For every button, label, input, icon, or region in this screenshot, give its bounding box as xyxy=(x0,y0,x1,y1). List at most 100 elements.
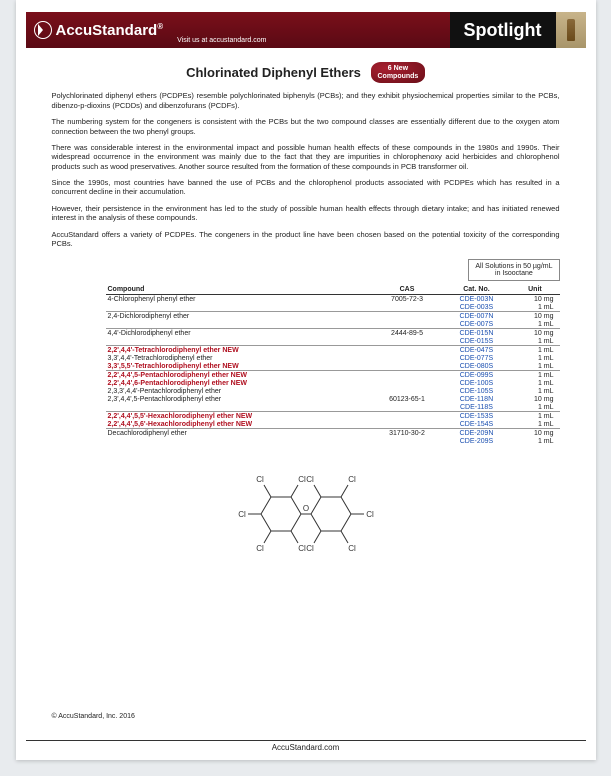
paragraph: Polychlorinated diphenyl ethers (PCDPEs)… xyxy=(52,91,560,110)
col-cas: CAS xyxy=(371,285,442,295)
table-row: 2,2',4,4',5-Pentachlorodiphenyl ether NE… xyxy=(106,371,560,380)
catalog-link[interactable]: CDE-154S xyxy=(460,421,493,428)
badge-line2: Compounds xyxy=(375,73,421,81)
svg-text:Cl: Cl xyxy=(256,475,264,484)
cell-unit: 1 mL xyxy=(510,420,559,429)
table-row: CDE-118S 1 mL xyxy=(106,403,560,412)
cell-cas: 60123-65-1 xyxy=(371,395,442,403)
svg-text:Cl: Cl xyxy=(306,544,314,553)
cell-compound: 2,2',4,4',5,6'-Hexachlorodiphenyl ether … xyxy=(106,420,372,429)
cell-cas xyxy=(371,303,442,312)
cell-unit: 1 mL xyxy=(510,362,559,371)
col-cat: Cat. No. xyxy=(443,285,511,295)
cell-cat: CDE-209S xyxy=(443,437,511,445)
svg-text:Cl: Cl xyxy=(298,544,306,553)
catalog-link[interactable]: CDE-118S xyxy=(460,404,493,411)
table-row: CDE-007S 1 mL xyxy=(106,320,560,329)
paragraph: Since the 1990s, most countries have ban… xyxy=(52,178,560,197)
cell-unit: 1 mL xyxy=(510,387,559,395)
table-row: 3,3',4,4'-Tetrachlorodiphenyl etherCDE-0… xyxy=(106,354,560,362)
cell-unit: 1 mL xyxy=(510,437,559,445)
table-row: 2,4-Dichlorodiphenyl etherCDE-007N10 mg xyxy=(106,312,560,321)
catalog-link[interactable]: CDE-077S xyxy=(460,355,493,362)
cell-cat: CDE-077S xyxy=(443,354,511,362)
cell-cas xyxy=(371,420,442,429)
cell-unit: 1 mL xyxy=(510,403,559,412)
cell-unit: 1 mL xyxy=(510,303,559,312)
solutions-note: All Solutions in 50 µg/mL in Isooctane xyxy=(468,259,559,281)
cell-cat: CDE-080S xyxy=(443,362,511,371)
cell-unit: 10 mg xyxy=(510,329,559,338)
catalog-link[interactable]: CDE-015N xyxy=(460,330,494,337)
catalog-link[interactable]: CDE-118N xyxy=(460,396,493,403)
compound-table-wrap: Compound CAS Cat. No. Unit 4-Chloropheny… xyxy=(16,285,596,445)
brand-name: AccuStandard xyxy=(56,22,158,39)
cell-unit: 1 mL xyxy=(510,320,559,329)
new-label: NEW xyxy=(220,363,238,370)
catalog-link[interactable]: CDE-209S xyxy=(460,438,493,445)
table-row: CDE-015S1 mL xyxy=(106,337,560,346)
catalog-link[interactable]: CDE-003S xyxy=(460,304,493,311)
cell-unit: 1 mL xyxy=(510,412,559,421)
catalog-link[interactable]: CDE-080S xyxy=(460,363,493,370)
svg-text:Cl: Cl xyxy=(366,510,374,519)
header-banner: AccuStandard® Visit us at accustandard.c… xyxy=(26,12,586,48)
compound-table: Compound CAS Cat. No. Unit 4-Chloropheny… xyxy=(106,285,560,445)
catalog-link[interactable]: CDE-047S xyxy=(460,347,493,354)
cell-cas xyxy=(371,379,442,387)
new-label: NEW xyxy=(229,380,247,387)
catalog-link[interactable]: CDE-100S xyxy=(460,380,493,387)
cell-cas xyxy=(371,312,442,321)
cell-unit: 10 mg xyxy=(510,295,559,304)
paragraph: There was considerable interest in the e… xyxy=(52,143,560,171)
cell-cat: CDE-154S xyxy=(443,420,511,429)
footer: AccuStandard.com xyxy=(16,740,596,752)
cell-cat: CDE-015S xyxy=(443,337,511,346)
catalog-link[interactable]: CDE-105S xyxy=(460,388,493,395)
cell-cat: CDE-209N xyxy=(443,429,511,438)
table-row: Decachlorodiphenyl ether31710-30-2CDE-20… xyxy=(106,429,560,438)
catalog-link[interactable]: CDE-209N xyxy=(460,430,494,437)
cell-unit: 10 mg xyxy=(510,395,559,403)
catalog-link[interactable]: CDE-003N xyxy=(460,296,494,303)
cell-unit: 1 mL xyxy=(510,346,559,355)
cell-compound xyxy=(106,437,372,445)
banner-bottle-image xyxy=(556,12,586,48)
cell-compound xyxy=(106,403,372,412)
cell-cas xyxy=(371,403,442,412)
cell-compound: 2,3,3',4,4'-Pentachlorodiphenyl ether xyxy=(106,387,372,395)
paragraph: The numbering system for the congeners i… xyxy=(52,117,560,136)
new-label: NEW xyxy=(234,421,252,428)
cell-cas: 31710-30-2 xyxy=(371,429,442,438)
atom-o: O xyxy=(302,504,308,513)
cell-compound xyxy=(106,337,372,346)
cell-compound: 4-Chlorophenyl phenyl ether xyxy=(106,295,372,304)
cell-cas xyxy=(371,362,442,371)
table-row: 2,2',4,4'-Tetrachlorodiphenyl ether NEWC… xyxy=(106,346,560,355)
cell-cat: CDE-015N xyxy=(443,329,511,338)
cell-cat: CDE-105S xyxy=(443,387,511,395)
page-title: Chlorinated Diphenyl Ethers xyxy=(186,65,361,80)
cell-cas: 7005-72-3 xyxy=(371,295,442,304)
cell-cat: CDE-099S xyxy=(443,371,511,380)
cell-compound: 2,2',4,4',5-Pentachlorodiphenyl ether NE… xyxy=(106,371,372,380)
new-label: NEW xyxy=(220,347,238,354)
cell-cas: 2444-89-5 xyxy=(371,329,442,338)
new-compounds-badge: 6 New Compounds xyxy=(371,62,425,83)
svg-text:Cl: Cl xyxy=(348,544,356,553)
cell-cat: CDE-007S xyxy=(443,320,511,329)
badge-line1: 6 New xyxy=(375,65,421,73)
paragraph: However, their persistence in the enviro… xyxy=(52,204,560,223)
catalog-link[interactable]: CDE-007S xyxy=(460,321,493,328)
catalog-link[interactable]: CDE-015S xyxy=(460,338,493,345)
new-label: NEW xyxy=(229,372,247,379)
catalog-link[interactable]: CDE-099S xyxy=(460,372,493,379)
cell-cat: CDE-153S xyxy=(443,412,511,421)
cell-cas xyxy=(371,346,442,355)
catalog-link[interactable]: CDE-153S xyxy=(460,413,493,420)
catalog-link[interactable]: CDE-007N xyxy=(460,313,494,320)
cell-unit: 10 mg xyxy=(510,312,559,321)
spotlight-label: Spotlight xyxy=(450,12,556,48)
cell-cas xyxy=(371,337,442,346)
cell-cas xyxy=(371,437,442,445)
